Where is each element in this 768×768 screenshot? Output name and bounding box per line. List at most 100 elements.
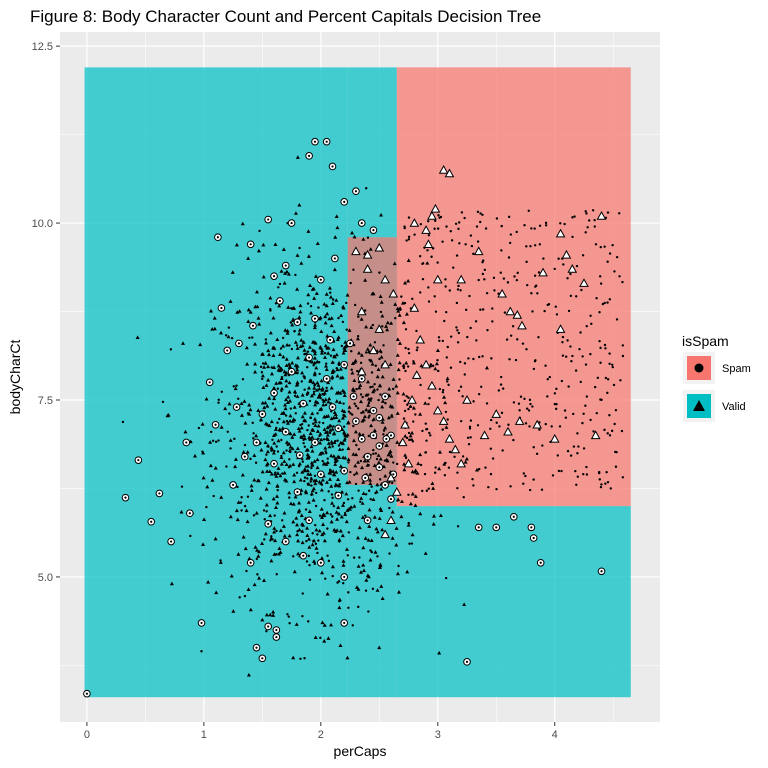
data-points bbox=[83, 137, 625, 698]
scatter-texture-point bbox=[260, 400, 265, 405]
scatter-texture-point bbox=[290, 347, 294, 351]
scatter-texture-point bbox=[523, 224, 526, 227]
point-spam-center bbox=[302, 554, 305, 557]
scatter-texture-point bbox=[267, 396, 272, 400]
scatter-texture-point bbox=[240, 496, 243, 499]
scatter-texture-point bbox=[261, 377, 264, 381]
scatter-texture-point bbox=[468, 427, 472, 430]
scatter-texture-point bbox=[600, 483, 603, 486]
scatter-texture-point bbox=[599, 245, 602, 249]
point-valid bbox=[497, 288, 507, 298]
point-spam-center bbox=[532, 536, 535, 540]
scatter-texture-point bbox=[330, 427, 335, 431]
scatter-texture-point bbox=[325, 510, 330, 515]
point-spam-center bbox=[331, 405, 334, 409]
scatter-texture-point bbox=[402, 467, 407, 472]
scatter-texture-point bbox=[304, 352, 307, 356]
scatter-texture-point bbox=[272, 346, 275, 349]
scatter-texture-point bbox=[352, 378, 357, 383]
scatter-texture-point bbox=[264, 338, 268, 341]
scatter-texture-point bbox=[229, 573, 234, 578]
scatter-texture-point bbox=[585, 473, 589, 476]
scatter-texture-point bbox=[459, 419, 463, 423]
scatter-texture-point bbox=[376, 453, 381, 457]
scatter-texture-point bbox=[395, 390, 400, 395]
scatter-texture-point bbox=[241, 378, 245, 381]
scatter-texture-point bbox=[320, 477, 325, 482]
scatter-texture-point bbox=[548, 375, 551, 379]
scatter-texture-point bbox=[556, 454, 559, 457]
scatter-texture-point bbox=[611, 365, 614, 369]
scatter-texture-point bbox=[529, 402, 532, 406]
scatter-texture-point bbox=[598, 275, 602, 278]
scatter-texture-point bbox=[333, 462, 338, 466]
scatter-texture-point bbox=[527, 209, 530, 212]
scatter-texture-point bbox=[448, 289, 451, 292]
scatter-texture-point bbox=[571, 216, 574, 219]
scatter-texture-point bbox=[310, 411, 315, 416]
scatter-texture-point bbox=[606, 301, 609, 304]
scatter-texture-point bbox=[346, 554, 349, 557]
scatter-texture-point bbox=[320, 386, 325, 390]
scatter-texture-point bbox=[342, 425, 346, 428]
scatter-texture-point bbox=[398, 306, 403, 310]
scatter-texture-point bbox=[352, 504, 357, 508]
scatter-texture-point bbox=[288, 501, 293, 506]
scatter-texture-point bbox=[295, 394, 300, 398]
scatter-texture-point bbox=[379, 212, 384, 217]
scatter-texture-point bbox=[271, 496, 276, 501]
scatter-texture-point bbox=[283, 406, 288, 411]
scatter-texture-point bbox=[351, 452, 356, 456]
scatter-texture-point bbox=[436, 227, 440, 230]
scatter-texture-point bbox=[314, 365, 319, 370]
scatter-texture-point bbox=[621, 476, 625, 479]
scatter-texture-point bbox=[244, 345, 249, 350]
scatter-texture-point bbox=[289, 407, 293, 410]
scatter-texture-point bbox=[437, 650, 442, 655]
scatter-texture-point bbox=[202, 517, 207, 521]
scatter-texture-point bbox=[275, 471, 280, 475]
scatter-texture-point bbox=[264, 502, 269, 507]
point-spam-center bbox=[352, 395, 355, 398]
scatter-texture-point bbox=[246, 307, 251, 312]
scatter-texture-point bbox=[528, 398, 532, 402]
scatter-texture-point bbox=[349, 505, 354, 509]
scatter-texture-point bbox=[234, 242, 239, 247]
scatter-texture-point bbox=[342, 581, 345, 585]
scatter-texture-point bbox=[329, 513, 333, 516]
scatter-texture-point bbox=[610, 429, 614, 433]
scatter-texture-point bbox=[327, 490, 330, 493]
scatter-texture-point bbox=[214, 440, 218, 444]
scatter-texture-point bbox=[407, 235, 411, 239]
scatter-texture-point bbox=[472, 252, 475, 256]
scatter-texture-point bbox=[566, 449, 570, 453]
scatter-texture-point bbox=[324, 462, 329, 466]
point-spam-center bbox=[384, 483, 387, 487]
scatter-texture-point bbox=[328, 428, 333, 432]
scatter-texture-point bbox=[298, 246, 301, 250]
scatter-texture-point bbox=[388, 552, 391, 555]
scatter-texture-point bbox=[380, 374, 385, 379]
scatter-texture-point bbox=[394, 316, 397, 320]
scatter-texture-point bbox=[449, 230, 452, 233]
scatter-texture-point bbox=[349, 412, 352, 415]
scatter-texture-point bbox=[579, 331, 582, 334]
scatter-texture-point bbox=[319, 487, 324, 492]
scatter-texture-point bbox=[271, 613, 276, 617]
scatter-texture-point bbox=[253, 304, 258, 309]
scatter-texture-point bbox=[413, 503, 418, 507]
point-valid bbox=[427, 380, 437, 390]
scatter-texture-point bbox=[338, 391, 343, 395]
scatter-texture-point bbox=[395, 411, 400, 415]
y-tick-label: 10.0 bbox=[32, 218, 53, 230]
scatter-texture-point bbox=[302, 348, 307, 352]
scatter-texture-point bbox=[495, 217, 499, 220]
scatter-texture-point bbox=[327, 444, 332, 449]
scatter-texture-point bbox=[269, 471, 274, 476]
point-spam-center bbox=[372, 229, 375, 232]
scatter-texture-point bbox=[307, 509, 312, 513]
scatter-texture-point bbox=[457, 284, 460, 288]
scatter-texture-point bbox=[354, 482, 358, 486]
scatter-texture-point bbox=[367, 463, 370, 467]
scatter-texture-point bbox=[367, 610, 370, 613]
